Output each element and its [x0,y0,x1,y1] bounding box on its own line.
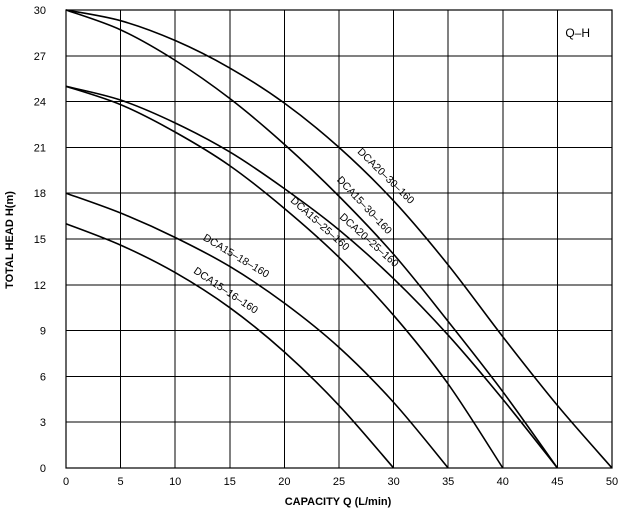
y-tick-label: 9 [40,326,46,338]
y-tick-label: 12 [34,280,46,292]
y-tick-label: 24 [34,97,46,109]
series-line [65,192,449,469]
x-axis-title: CAPACITY Q (L/min) [285,496,392,508]
series-line [65,85,559,469]
plot-frame [65,9,613,469]
chart-title: Q–H [565,26,590,40]
x-tick-label: 15 [224,476,236,488]
tick-labels: 0 5 10 15 20 25 30 35 40 45 50 0 3 6 9 12 15 18 21 24 27 30 [34,5,618,488]
series-line [65,9,613,469]
x-tick-label: 10 [169,476,181,488]
x-tick-label: 5 [118,476,124,488]
series-line [65,222,395,469]
curve-labels: DCA20–30–160DCA15–30–160DCA20–25–160DCA1… [191,146,416,317]
x-tick-label: 30 [387,476,399,488]
x-tick-label: 35 [442,476,454,488]
x-tick-label: 45 [551,476,563,488]
performance-curves [65,9,613,469]
x-tick-label: 50 [606,476,618,488]
y-tick-label: 0 [40,463,46,475]
x-tick-label: 40 [497,476,509,488]
series-line [65,85,504,469]
y-tick-label: 30 [34,5,46,17]
y-tick-label: 6 [40,371,46,383]
series-line [65,9,559,469]
y-tick-label: 21 [34,142,46,154]
x-tick-label: 20 [278,476,290,488]
x-tick-label: 25 [333,476,345,488]
y-axis-title: TOTAL HEAD H(m) [4,191,16,289]
y-tick-label: 18 [34,188,46,200]
x-tick-label: 0 [63,476,69,488]
y-tick-label: 3 [40,417,46,429]
y-tick-label: 15 [34,234,46,246]
y-tick-label: 27 [34,51,46,63]
series-label: DCA15–16–160 [191,265,260,317]
